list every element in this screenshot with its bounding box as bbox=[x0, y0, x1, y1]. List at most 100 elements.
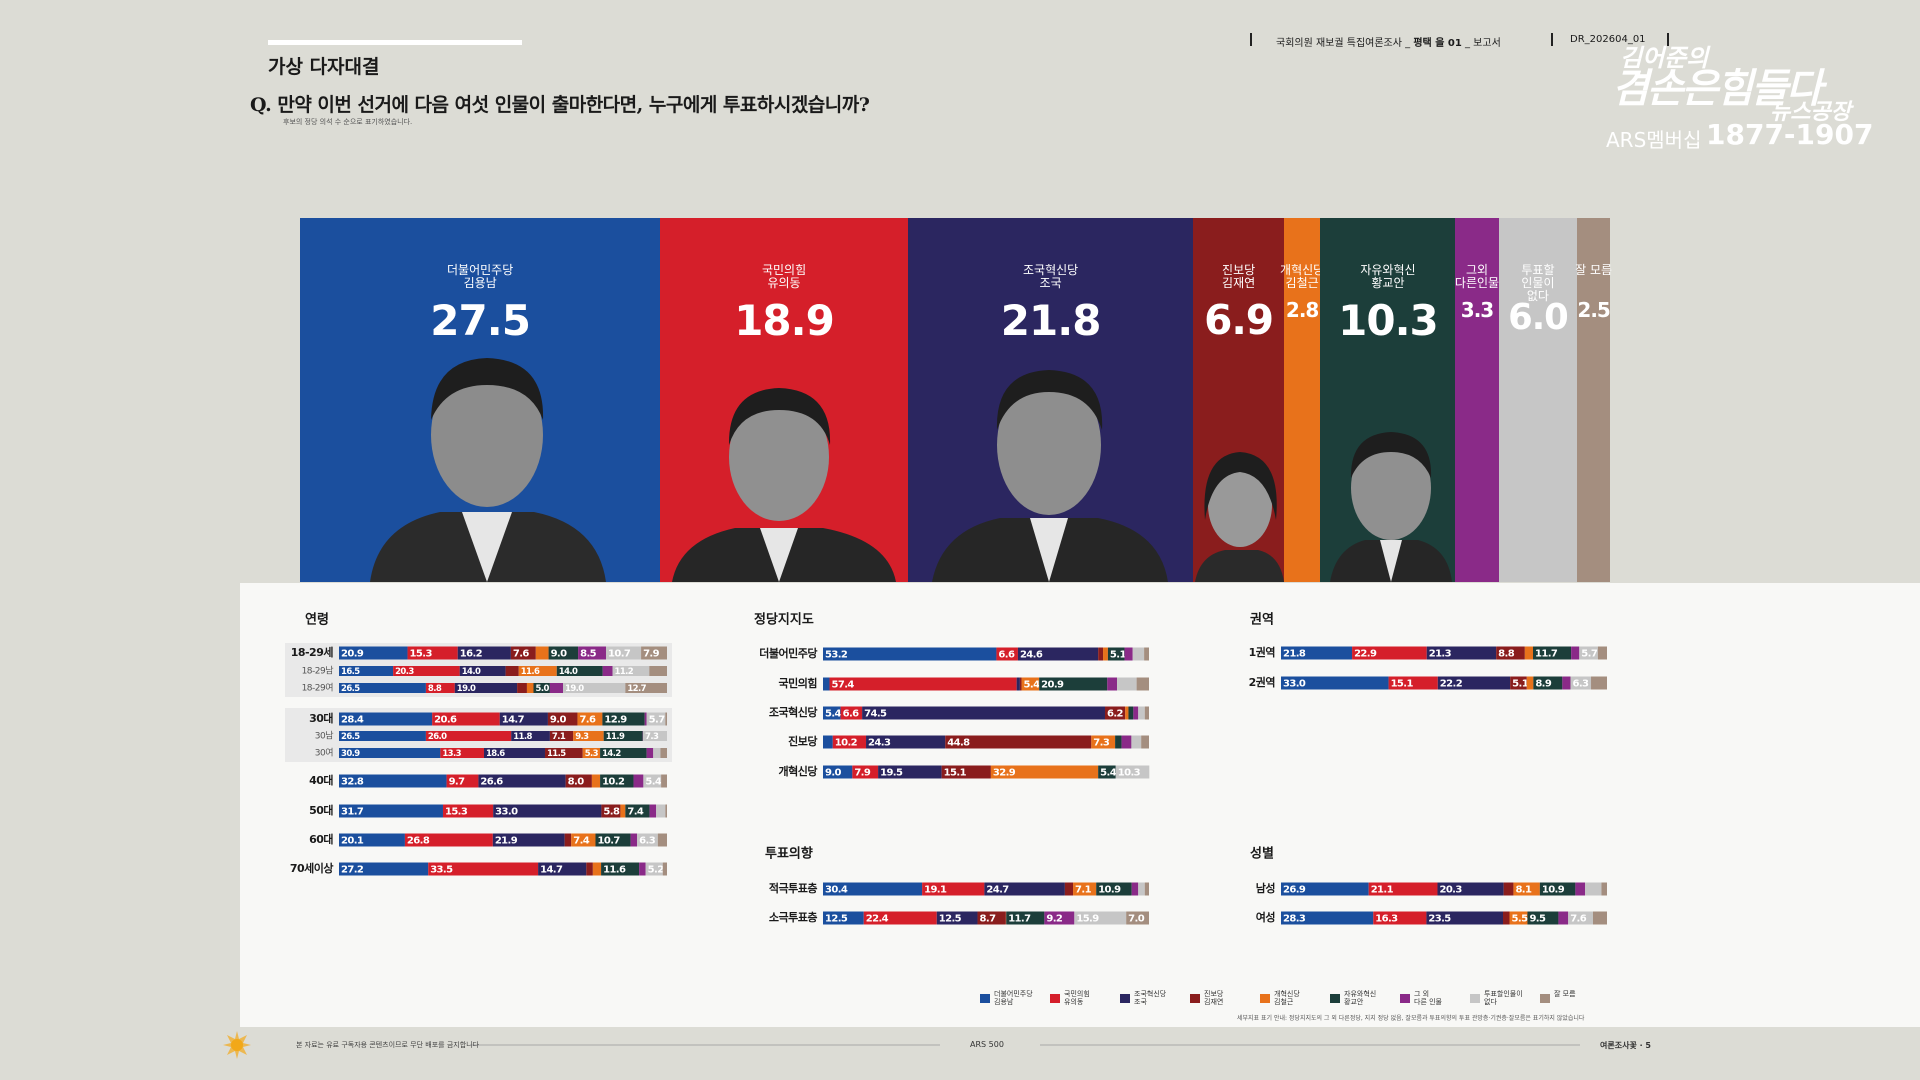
value-label: 5.4 bbox=[1024, 680, 1041, 691]
row-label: 70세이상 bbox=[290, 861, 334, 875]
value-label: 12.9 bbox=[604, 715, 627, 726]
bar-segment bbox=[1098, 647, 1104, 661]
bar-segment bbox=[339, 712, 433, 726]
bar-segment bbox=[517, 683, 527, 693]
bar-segment bbox=[1281, 676, 1389, 690]
value-label: 19.1 bbox=[924, 885, 947, 896]
bar-segment bbox=[1592, 911, 1607, 925]
bar-segment bbox=[440, 748, 484, 758]
bar-segment bbox=[407, 646, 458, 660]
bar-segment bbox=[1107, 647, 1125, 661]
bar-segment bbox=[1104, 706, 1126, 720]
bar-segment bbox=[977, 911, 1006, 925]
value-label: 5.0 bbox=[536, 684, 550, 694]
value-label: 14.7 bbox=[540, 865, 563, 876]
bar-segment bbox=[1579, 646, 1598, 660]
value-label: 8.8 bbox=[428, 684, 442, 694]
bar-segment bbox=[1138, 882, 1145, 896]
bar-segment bbox=[625, 804, 650, 818]
strip-value: 10.3 bbox=[1338, 296, 1439, 345]
bar-segment bbox=[823, 677, 830, 691]
bar-segment bbox=[1133, 706, 1139, 720]
value-label: 53.2 bbox=[825, 650, 848, 661]
strip-value: 18.9 bbox=[734, 296, 835, 345]
bar-segment bbox=[644, 712, 647, 726]
bar-segment bbox=[564, 833, 572, 847]
value-label: 9.5 bbox=[1529, 914, 1546, 925]
bar-segment bbox=[1570, 676, 1592, 690]
report-prefix: 국회의원 재보궐 특집여론조사 _ bbox=[1276, 38, 1414, 49]
bar-segment bbox=[339, 683, 426, 693]
value-label: 16.3 bbox=[1375, 914, 1398, 925]
value-label: 20.3 bbox=[1439, 885, 1462, 896]
footer-center: ARS 500 bbox=[970, 1040, 1004, 1049]
row-label: 적극투표층 bbox=[769, 881, 817, 895]
value-label: 8.5 bbox=[580, 649, 597, 660]
value-label: 26.8 bbox=[407, 836, 430, 847]
legend-swatch bbox=[1330, 994, 1340, 1003]
legend-swatch bbox=[1260, 994, 1270, 1003]
bar-segment bbox=[595, 833, 631, 847]
bar-segment bbox=[620, 804, 626, 818]
bar-segment bbox=[404, 833, 493, 847]
value-label: 33.5 bbox=[430, 865, 453, 876]
value-label: 18.6 bbox=[486, 749, 505, 759]
strip-value: 21.8 bbox=[1000, 296, 1102, 345]
value-label: 6.2 bbox=[1107, 709, 1124, 720]
legend-label: 개혁신당 김철근 bbox=[1274, 990, 1300, 1006]
value-label: 9.0 bbox=[550, 715, 567, 726]
legend-swatch bbox=[1470, 994, 1480, 1003]
bar-segment bbox=[518, 666, 557, 676]
value-label: 21.9 bbox=[495, 836, 518, 847]
bar-segment bbox=[641, 646, 667, 660]
value-label: 6.6 bbox=[843, 709, 860, 720]
value-label: 5.2 bbox=[648, 865, 665, 876]
bar-segment bbox=[832, 735, 867, 749]
bar-segment bbox=[662, 862, 667, 876]
footer-band bbox=[0, 1027, 1920, 1080]
bar-segment bbox=[563, 683, 626, 693]
value-label: 26.0 bbox=[428, 732, 447, 742]
bar-segment bbox=[823, 647, 997, 661]
bar-segment bbox=[1562, 676, 1571, 690]
value-label: 26.5 bbox=[341, 732, 360, 742]
value-label: 32.8 bbox=[341, 777, 364, 788]
bar-segment bbox=[840, 706, 863, 720]
bar-segment bbox=[533, 683, 550, 693]
bar-segment bbox=[829, 677, 1017, 691]
value-label: 22.9 bbox=[1354, 649, 1377, 660]
bar-segment bbox=[823, 882, 923, 896]
value-label: 14.7 bbox=[502, 715, 525, 726]
bar-segment bbox=[459, 666, 506, 676]
bar-segment bbox=[1575, 882, 1586, 896]
bar-segment bbox=[493, 804, 602, 818]
separator bbox=[1551, 33, 1553, 46]
bar-segment bbox=[639, 862, 646, 876]
value-label: 7.1 bbox=[1075, 885, 1092, 896]
question: Q. 만약 이번 선거에 다음 여섯 인물이 출마한다면, 누구에게 투표하시겠… bbox=[250, 94, 870, 116]
bar-segment bbox=[1368, 882, 1438, 896]
bar-segment bbox=[1117, 677, 1137, 691]
row-label: 30여 bbox=[315, 747, 333, 759]
value-label: 15.9 bbox=[1076, 914, 1099, 925]
bar-segment bbox=[1437, 676, 1511, 690]
bar-segment bbox=[605, 646, 642, 660]
bar-segment bbox=[592, 862, 602, 876]
legend-label: 잘 모름 bbox=[1554, 990, 1576, 998]
value-label: 5.1 bbox=[1512, 679, 1529, 690]
value-label: 57.4 bbox=[832, 680, 855, 691]
bar-segment bbox=[1021, 677, 1040, 691]
row-label: 국민의힘 bbox=[779, 676, 817, 690]
bar-segment bbox=[538, 862, 587, 876]
value-label: 32.9 bbox=[993, 768, 1016, 779]
bar-segment bbox=[1074, 911, 1127, 925]
bar-segment bbox=[1132, 647, 1145, 661]
bar-segment bbox=[425, 731, 512, 741]
value-label: 15.1 bbox=[1391, 679, 1414, 690]
value-label: 6.3 bbox=[639, 836, 656, 847]
legend-swatch bbox=[1120, 994, 1130, 1003]
value-label: 16.5 bbox=[341, 667, 360, 677]
bar-segment bbox=[1597, 646, 1607, 660]
value-label: 30.9 bbox=[341, 749, 360, 759]
